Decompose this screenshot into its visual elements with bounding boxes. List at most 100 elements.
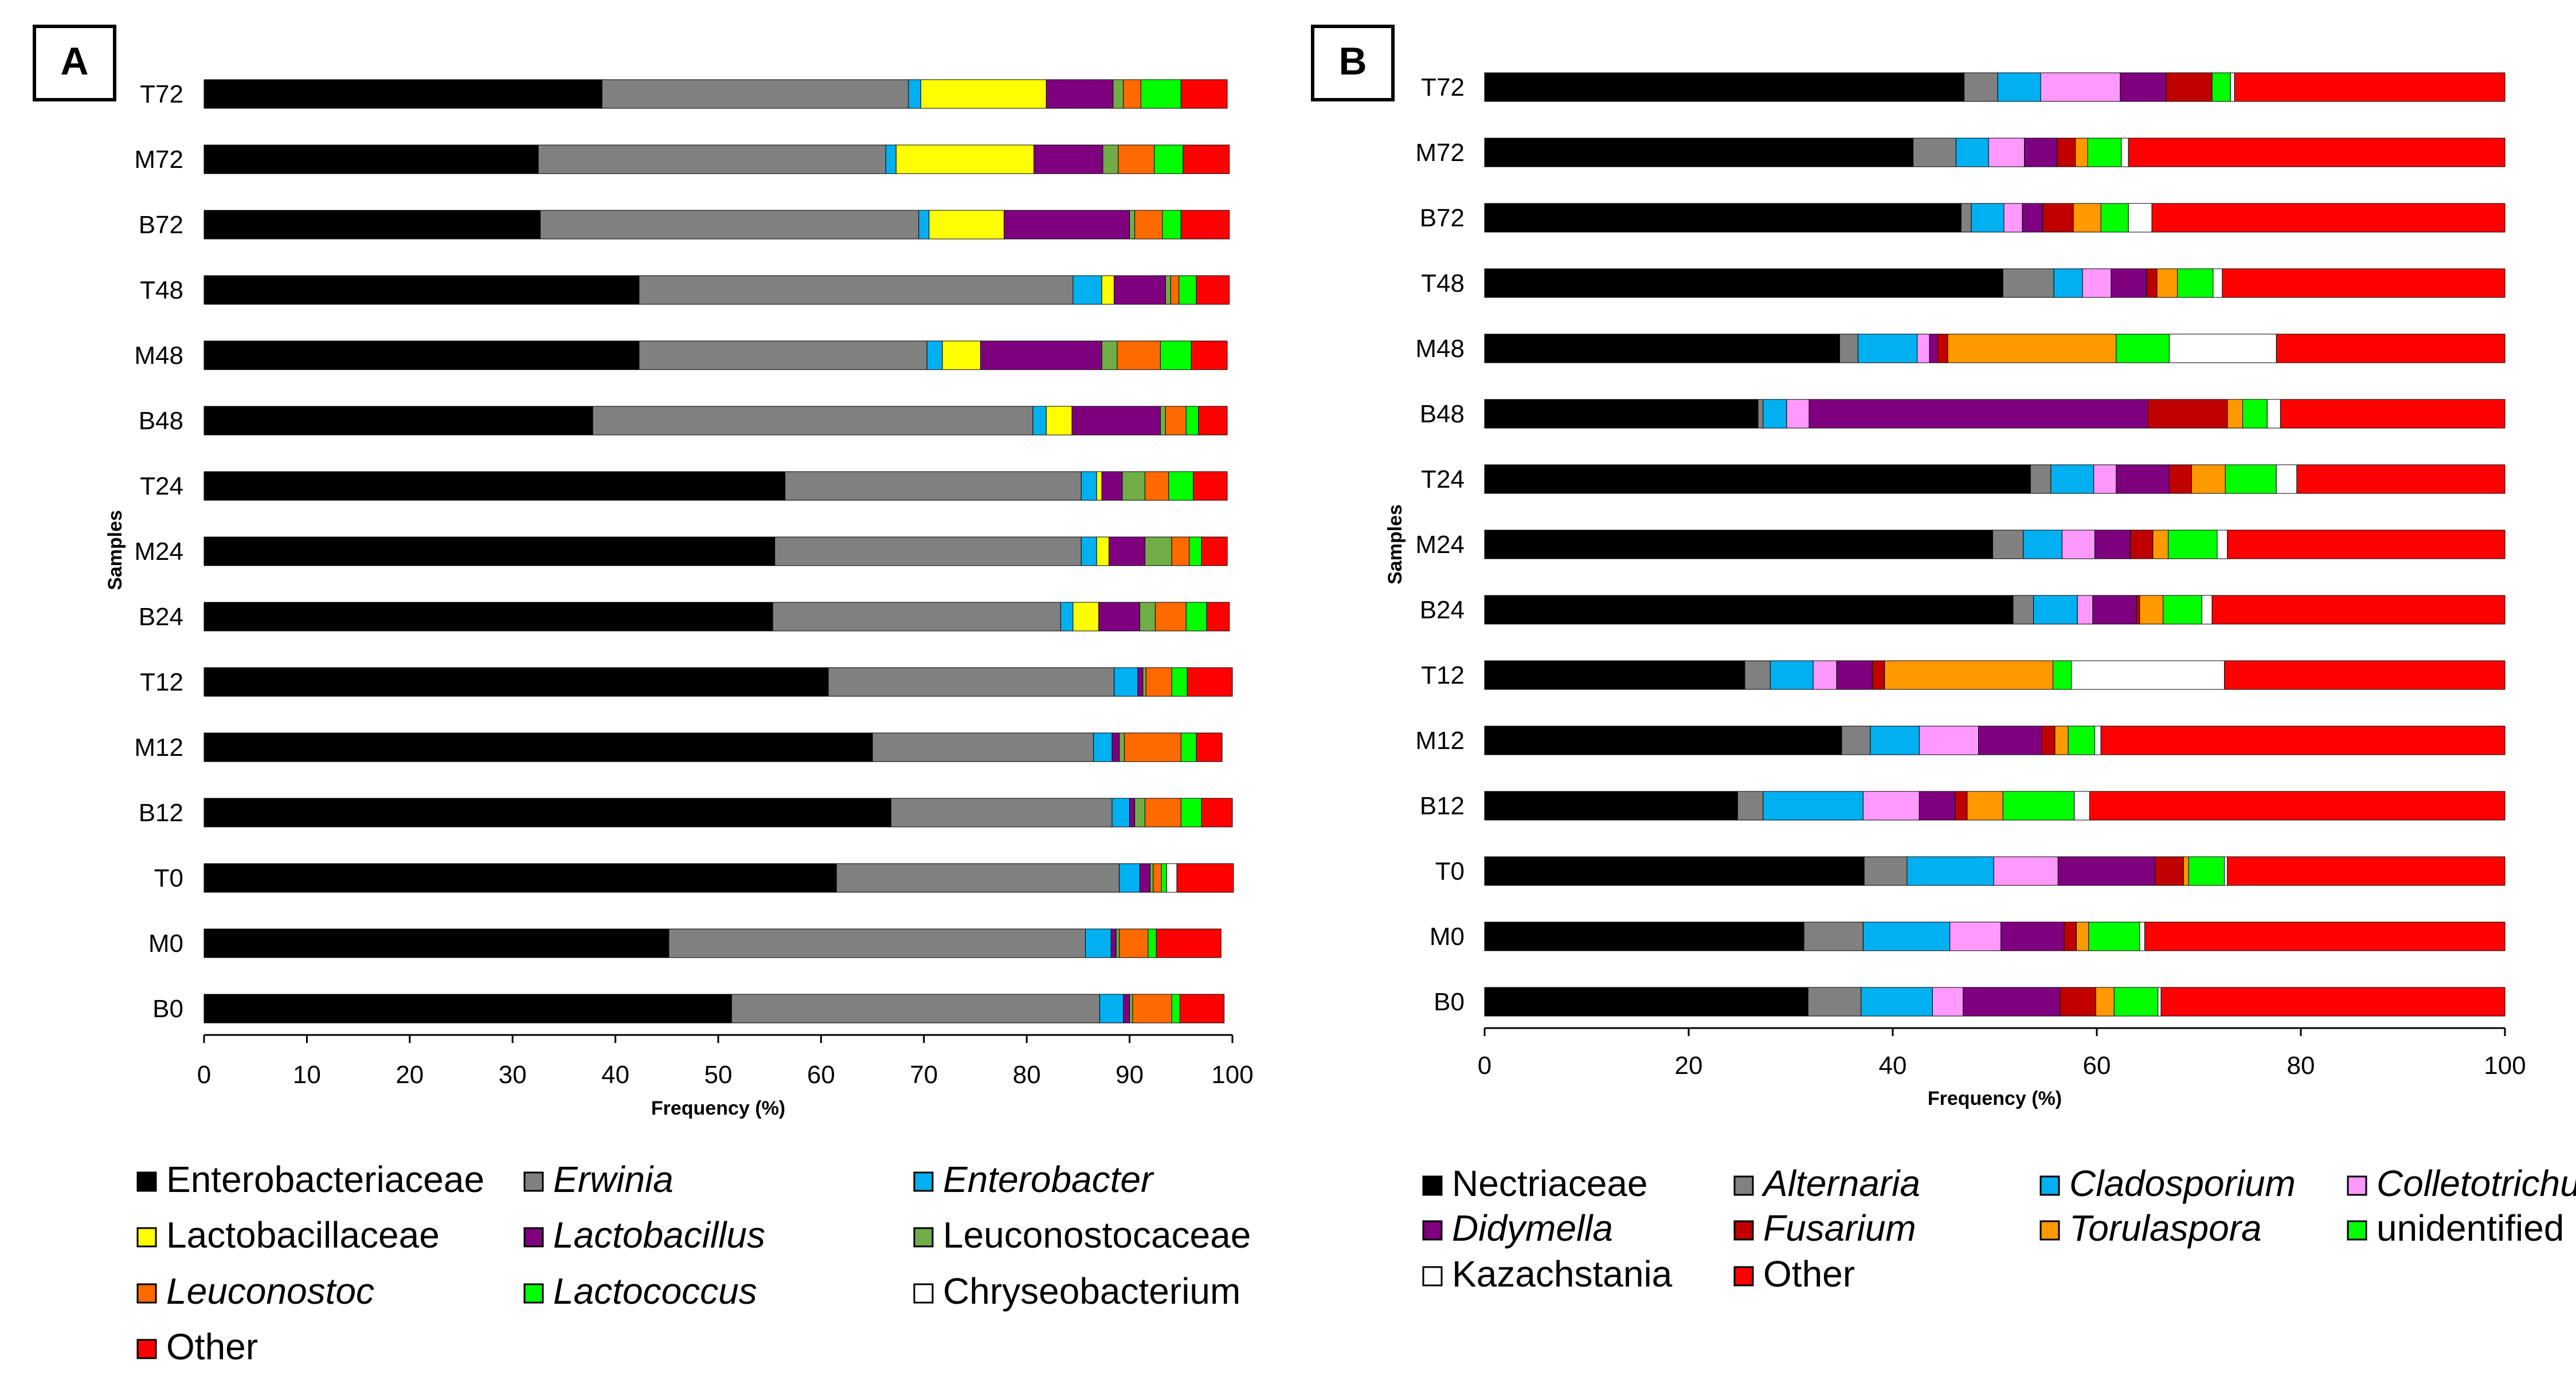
bar-b48-nectriaceae xyxy=(1484,399,1759,429)
bar-m12-enterobacteriaceae xyxy=(203,732,873,762)
panel-b: B T72 M72 B72 T48 M48 B48 T24 M24 B24 T12 M12 B12 T0… xyxy=(1311,25,2576,1295)
bar-t0-torulaspora xyxy=(2183,856,2189,886)
bar-b12-other xyxy=(1201,798,1233,828)
bar-b24-lactococcus xyxy=(1185,602,1207,632)
bar-b48-leuconostoc xyxy=(1165,406,1187,436)
legend-label: Cladosporium xyxy=(2069,1163,2296,1204)
bar-t48-enterobacteriaceae xyxy=(203,275,640,305)
bar-b12-nectriaceae xyxy=(1484,791,1738,821)
bar-t0-colletotrichum xyxy=(1993,856,2058,886)
legend-item-lactococcus: Lactococcus xyxy=(523,1270,757,1312)
legend-label: Erwinia xyxy=(553,1159,674,1200)
bar-t0-erwinia xyxy=(836,863,1120,893)
bar-b0-other xyxy=(2160,987,2505,1017)
bar-m72-leuconostocaceae xyxy=(1102,144,1119,174)
bar-b48-colletotrichum xyxy=(1786,399,1810,429)
bar-b24-didymella xyxy=(2092,595,2137,625)
x-tick-label-30: 30 xyxy=(499,1061,527,1089)
bar-m48-leuconostocaceae xyxy=(1101,340,1118,370)
panel-a-x-axis-label: Frequency (%) xyxy=(651,1097,785,1119)
bar-m0-colletotrichum xyxy=(1949,921,2002,951)
bar-m12-lactococcus xyxy=(1180,732,1197,762)
x-tick-label-10: 10 xyxy=(293,1061,321,1089)
bar-b24-kazachstania xyxy=(2201,595,2213,625)
category-label-b12: B12 xyxy=(1420,792,1465,820)
bar-t12-erwinia xyxy=(828,667,1115,697)
bar-t12-leuconostoc xyxy=(1145,667,1172,697)
bar-b48-erwinia xyxy=(592,406,1033,436)
bar-t48-didymella xyxy=(2111,268,2147,298)
bar-b48-kazachstania xyxy=(2266,399,2281,429)
bar-t12-other xyxy=(2224,660,2505,690)
bar-t72-cladosporium xyxy=(1997,72,2041,102)
bar-b12-erwinia xyxy=(890,798,1113,828)
bar-m12-colletotrichum xyxy=(1919,726,1979,755)
panel-a-letter: A xyxy=(60,40,88,83)
bar-t0-leuconostocaceae xyxy=(1150,863,1154,893)
legend-label: Other xyxy=(1763,1253,1855,1295)
bar-m48-enterobacteriaceae xyxy=(203,340,640,370)
legend-swatch xyxy=(523,1171,544,1192)
legend-label: Lactobacillaceae xyxy=(166,1214,440,1256)
category-label-m24: M24 xyxy=(134,538,183,566)
bar-m12-kazachstania xyxy=(2094,726,2101,755)
legend-swatch xyxy=(1422,1266,1443,1287)
bar-b24-enterobacteriaceae xyxy=(203,602,773,632)
bar-t24-nectriaceae xyxy=(1484,464,2031,494)
bar-m24-enterobacteriaceae xyxy=(203,536,776,566)
bar-m72-lactococcus xyxy=(1154,144,1184,174)
bar-m0-torulaspora xyxy=(2076,921,2089,951)
bar-m24-unidentified xyxy=(2168,530,2218,559)
bar-m72-kazachstania xyxy=(2121,138,2129,167)
bar-t24-enterobacter xyxy=(1080,471,1097,501)
bar-t48-lactococcus xyxy=(1179,275,1197,305)
bar-m24-leuconostoc xyxy=(1171,536,1190,566)
bar-m0-leuconostocaceae xyxy=(1115,928,1120,958)
x-tick-label-20: 20 xyxy=(1675,1052,1703,1080)
bar-t48-lactobacillus xyxy=(1114,275,1166,305)
bar-m12-nectriaceae xyxy=(1484,726,1842,755)
bar-m72-nectriaceae xyxy=(1484,138,1914,167)
legend-label: Nectriaceae xyxy=(1452,1163,1648,1204)
x-tick-label-20: 20 xyxy=(396,1061,424,1089)
bar-t24-colletotrichum xyxy=(2093,464,2117,494)
bar-m0-nectriaceae xyxy=(1484,921,1804,951)
bar-t12-lactococcus xyxy=(1171,667,1188,697)
legend-label: Colletotrichum xyxy=(2377,1163,2576,1204)
bar-m24-leuconostocaceae xyxy=(1145,536,1172,566)
bar-t24-other xyxy=(2296,464,2505,494)
bar-m24-cladosporium xyxy=(2023,530,2062,559)
bar-b12-torulaspora xyxy=(1967,791,2003,821)
bar-t24-cladosporium xyxy=(2050,464,2095,494)
bar-b72-other xyxy=(1180,210,1230,240)
x-tick-label-50: 50 xyxy=(704,1061,733,1089)
bar-m48-lactococcus xyxy=(1160,340,1192,370)
x-tick-label-60: 60 xyxy=(807,1061,835,1089)
legend-label: Fusarium xyxy=(1763,1207,1916,1249)
bar-m24-alternaria xyxy=(1992,530,2024,559)
x-tick-label-70: 70 xyxy=(910,1061,938,1089)
panel-b-x-axis: 0 20 40 60 80 100 xyxy=(1478,1027,2526,1080)
legend-label: Didymella xyxy=(1452,1207,1613,1249)
x-tick-label-80: 80 xyxy=(1013,1061,1041,1089)
category-label-t48: T48 xyxy=(140,276,183,304)
bar-m0-unidentified xyxy=(2088,921,2140,951)
legend-swatch xyxy=(1733,1175,1754,1196)
category-label-b24: B24 xyxy=(139,603,183,631)
category-label-m48: M48 xyxy=(134,342,183,370)
bar-m0-enterobacteriaceae xyxy=(203,928,670,958)
bar-t48-enterobacter xyxy=(1072,275,1102,305)
bar-m72-enterobacteriaceae xyxy=(203,144,539,174)
bar-b72-enterobacteriaceae xyxy=(203,210,541,240)
bar-t48-nectriaceae xyxy=(1484,268,2003,298)
bar-b48-lactobacillaceae xyxy=(1046,406,1072,436)
category-label-t72: T72 xyxy=(140,80,183,108)
legend-item-alternaria: Alternaria xyxy=(1733,1163,1920,1204)
bar-m0-cladosporium xyxy=(1862,921,1951,951)
legend-label: Enterobacter xyxy=(943,1159,1154,1200)
bar-t24-leuconostoc xyxy=(1145,471,1169,501)
bar-b24-fusarium xyxy=(2136,595,2140,625)
legend-swatch xyxy=(1733,1266,1754,1287)
bar-t72-enterobacteriaceae xyxy=(203,79,602,109)
bar-b12-enterobacter xyxy=(1111,798,1130,828)
